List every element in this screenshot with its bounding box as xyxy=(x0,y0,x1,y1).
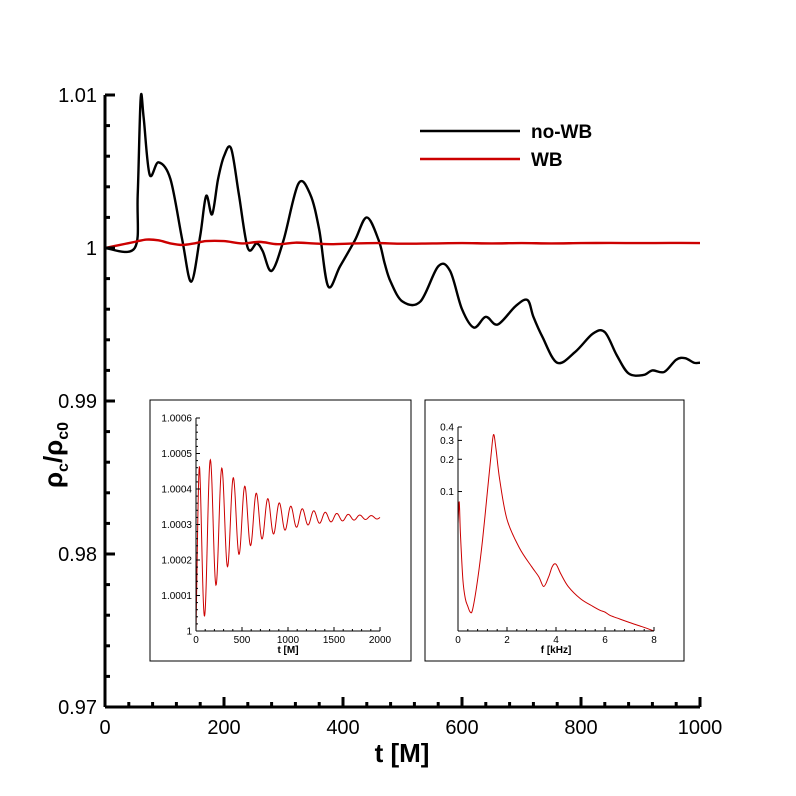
inset-spectrum-x-tick-label: 0 xyxy=(455,635,461,646)
inset-time-y-tick-label: 1.0005 xyxy=(161,449,192,460)
main-x-tick-label: 400 xyxy=(326,717,359,739)
main-y-ticks: 0.97 0.98 0.99 1 1.01 xyxy=(58,85,115,719)
legend: no-WB WB xyxy=(420,122,592,171)
inset-spectrum-frame xyxy=(424,399,685,662)
inset-time-x-axis-title: t [M] xyxy=(277,645,298,656)
y-title-slash-rho: /ρ xyxy=(38,440,68,463)
inset-time-y-ticks: 1 1.0001 1.0002 1.0003 1.0004 1.0005 1.0006 xyxy=(161,414,200,638)
inset-spectrum-chart: 0 2 4 6 8 0.1 0.2 0.3 0.4 f [kHz] xyxy=(424,399,685,662)
inset-time-series-group xyxy=(195,458,381,632)
inset-time-chart: 0 500 1000 1500 2000 1 1.0001 1.0002 1.0003 1.00… xyxy=(149,399,412,662)
inset-time-x-tick-label: 1000 xyxy=(277,635,300,646)
main-y-tick-label: 0.98 xyxy=(58,544,97,566)
inset-time-y-tick-label: 1.0002 xyxy=(161,556,192,567)
main-x-ticks: 0 200 400 600 800 1000 xyxy=(99,697,722,739)
inset-spectrum-series-group xyxy=(457,434,655,632)
y-title-rho: ρ xyxy=(38,472,68,488)
inset-spectrum-series-spectrum xyxy=(457,434,655,632)
inset-spectrum-x-tick-label: 8 xyxy=(651,635,657,646)
legend-label-wb: WB xyxy=(531,150,563,171)
main-y-tick-label: 1.01 xyxy=(58,85,97,107)
main-x-tick-label: 0 xyxy=(99,717,110,739)
inset-spectrum-x-tick-label: 4 xyxy=(553,635,559,646)
inset-spectrum-y-ticks: 0.1 0.2 0.3 0.4 xyxy=(440,423,462,498)
legend-label-no-wb: no-WB xyxy=(531,122,592,143)
inset-time-y-tick-label: 1.0001 xyxy=(161,591,192,602)
inset-time-y-tick-label: 1.0004 xyxy=(161,485,192,496)
inset-spectrum-y-tick-label: 0.2 xyxy=(440,455,454,466)
inset-spectrum-y-tick-label: 0.4 xyxy=(440,423,454,434)
inset-time-series-wb xyxy=(195,458,381,632)
inset-time-x-tick-label: 500 xyxy=(234,635,251,646)
main-y-axis-title: ρc/ρc0 xyxy=(38,422,72,488)
main-series-no-wb xyxy=(104,92,701,377)
inset-time-x-ticks: 0 500 1000 1500 2000 xyxy=(193,627,392,646)
main-y-tick-label: 0.97 xyxy=(58,697,97,719)
inset-time-x-tick-label: 0 xyxy=(193,635,199,646)
inset-time-frame xyxy=(149,399,412,662)
inset-spectrum-x-axis-title: f [kHz] xyxy=(541,645,572,656)
inset-time-y-tick-label: 1 xyxy=(186,627,192,638)
inset-spectrum-x-ticks: 0 2 4 6 8 xyxy=(455,627,657,646)
main-x-tick-label: 1000 xyxy=(678,717,723,739)
main-x-tick-label: 600 xyxy=(445,717,478,739)
inset-spectrum-x-tick-label: 6 xyxy=(602,635,608,646)
main-x-axis-title: t [M] xyxy=(375,738,430,768)
main-y-tick-label: 1 xyxy=(86,238,97,260)
inset-time-y-tick-label: 1.0003 xyxy=(161,520,192,531)
y-title-sub-c0: c0 xyxy=(55,422,72,440)
main-series-wb xyxy=(104,238,701,250)
inset-time-x-tick-label: 1500 xyxy=(323,635,346,646)
inset-spectrum-y-tick-label: 0.1 xyxy=(440,487,454,498)
main-y-tick-label: 0.99 xyxy=(58,391,97,413)
inset-time-y-tick-label: 1.0006 xyxy=(161,414,192,425)
main-x-tick-label: 800 xyxy=(564,717,597,739)
inset-spectrum-y-tick-label: 0.3 xyxy=(440,436,454,447)
main-x-tick-label: 200 xyxy=(207,717,240,739)
inset-time-x-tick-label: 2000 xyxy=(369,635,392,646)
main-series-group xyxy=(104,92,701,377)
inset-spectrum-x-tick-label: 2 xyxy=(504,635,510,646)
y-title-sub-c: c xyxy=(55,463,72,472)
